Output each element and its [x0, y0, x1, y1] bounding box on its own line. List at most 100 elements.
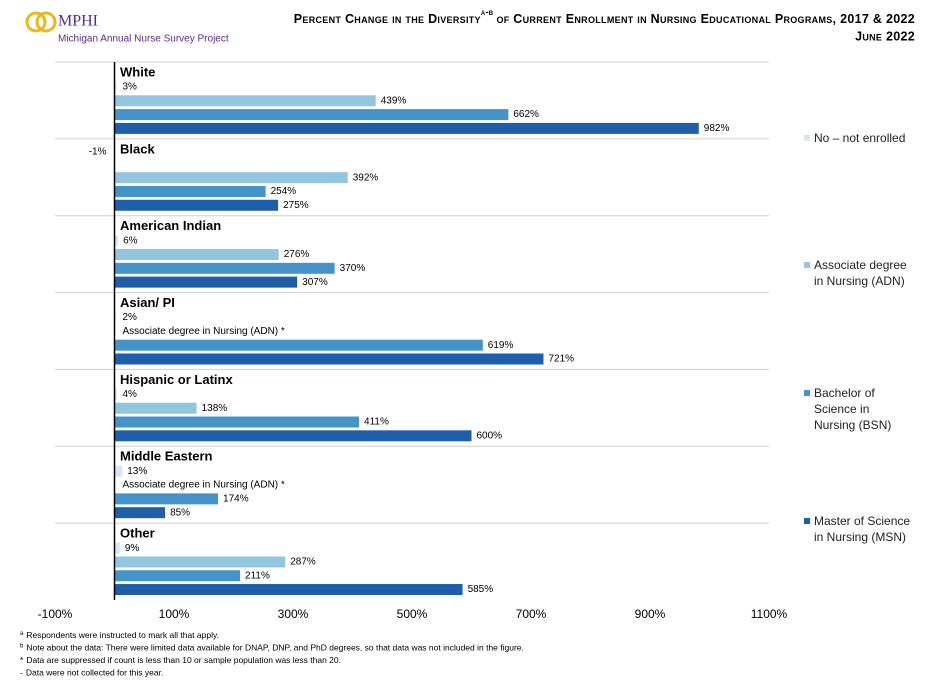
- legend-swatch: [804, 390, 810, 396]
- category-label: American Indian: [120, 218, 221, 233]
- suppressed-label: Associate degree in Nursing (ADN) *: [123, 480, 285, 491]
- bar: [114, 109, 509, 121]
- logo-name: MPHI: [58, 13, 98, 30]
- value-label: 662%: [513, 109, 539, 120]
- value-label: 585%: [468, 584, 494, 595]
- bar: [114, 353, 544, 365]
- footnote: a Respondents were instructed to mark all…: [20, 630, 219, 640]
- footnote: b Note about the data: There were limited…: [20, 643, 524, 653]
- x-tick-label: 1100%: [751, 607, 788, 621]
- legend-item: Associate degree in Nursing (ADN): [804, 257, 914, 289]
- value-label: 276%: [284, 249, 310, 260]
- legend-item: No – not enrolled: [804, 130, 914, 146]
- title-superscript: a-b: [481, 7, 494, 17]
- bar: [114, 185, 266, 197]
- value-label: 85%: [170, 507, 190, 518]
- bar: [114, 172, 348, 184]
- logo-mark: [35, 11, 57, 33]
- x-tick-label: 700%: [516, 607, 547, 621]
- value-label: 9%: [125, 543, 140, 554]
- footnote: * Data are suppressed if count is less th…: [20, 655, 341, 665]
- footnote-text: Data were not collected for this year.: [26, 668, 164, 678]
- bar: [114, 276, 298, 288]
- legend-swatch: [804, 262, 810, 268]
- title-text: Percent Change in the Diversity: [294, 12, 481, 26]
- bar: [114, 465, 123, 477]
- value-label: 982%: [704, 123, 730, 134]
- x-tick-label: 300%: [278, 607, 309, 621]
- bar: [114, 584, 463, 596]
- legend-label: Associate degree in Nursing (ADN): [814, 258, 907, 288]
- value-label: 254%: [271, 186, 297, 197]
- category-label: Black: [120, 141, 155, 156]
- bar: [114, 416, 360, 428]
- value-label: 370%: [340, 263, 366, 274]
- category-label: White: [120, 64, 155, 79]
- x-tick-label: 900%: [635, 607, 666, 621]
- value-label: 287%: [290, 557, 316, 568]
- value-label: 2%: [123, 312, 138, 323]
- bar: [114, 262, 335, 274]
- legend-item: Bachelor of Science in Nursing (BSN): [804, 385, 914, 433]
- x-tick-label: 100%: [159, 607, 190, 621]
- footnote-text: Respondents were instructed to mark all …: [26, 630, 219, 640]
- value-label: 411%: [364, 417, 389, 428]
- bar: [114, 542, 120, 554]
- bar: [114, 570, 241, 582]
- value-label: 13%: [127, 466, 147, 477]
- x-tick-label: -100%: [38, 607, 73, 621]
- bar: [114, 249, 279, 261]
- bar: [114, 81, 117, 93]
- value-label: 211%: [245, 570, 270, 581]
- footnote-marker: a: [20, 631, 24, 637]
- logo: MPHI Michigan Annual Nurse Survey Projec…: [25, 11, 229, 45]
- title-continued: of Current Enrollment in Nursing Educati…: [496, 12, 915, 26]
- bar: [114, 507, 166, 519]
- bar: [114, 430, 472, 442]
- footnote-marker: *: [20, 655, 24, 665]
- footnote-marker: -: [20, 668, 23, 678]
- value-label: 307%: [302, 277, 328, 288]
- legend-label: Master of Science in Nursing (MSN): [814, 514, 911, 544]
- value-label: 721%: [548, 354, 574, 365]
- value-label: 138%: [202, 403, 228, 414]
- category-label: Other: [120, 526, 155, 541]
- legend-label: Bachelor of Science in Nursing (BSN): [814, 386, 892, 432]
- value-label: -1%: [89, 146, 107, 157]
- category-label: Hispanic or Latinx: [120, 372, 233, 387]
- value-label: 392%: [353, 172, 379, 183]
- logo-project: Michigan Annual Nurse Survey Project: [58, 34, 229, 45]
- chart-title: Percent Change in the Diversitya-b of Cur…: [294, 7, 915, 26]
- category-label: Asian/ PI: [120, 295, 175, 310]
- category-label: Middle Eastern: [120, 449, 213, 464]
- legend-swatch: [804, 135, 810, 141]
- value-label: 174%: [223, 494, 249, 505]
- bar: [114, 122, 699, 134]
- legend-swatch: [804, 518, 810, 524]
- footnote-text: Note about the data: There were limited …: [26, 643, 524, 653]
- legend-label: No – not enrolled: [814, 131, 906, 145]
- bar: [114, 339, 483, 351]
- bar: [114, 199, 279, 211]
- bar: [114, 235, 119, 247]
- bar: [114, 556, 286, 568]
- bar: [114, 493, 219, 505]
- value-label: 619%: [488, 340, 514, 351]
- bar: [114, 402, 197, 414]
- legend-item: Master of Science in Nursing (MSN): [804, 513, 914, 545]
- footnote-marker: b: [20, 643, 24, 649]
- x-tick-label: 500%: [397, 607, 428, 621]
- bar: [114, 388, 117, 400]
- value-label: 6%: [123, 235, 138, 246]
- value-label: 4%: [123, 389, 138, 400]
- footnote-text: Data are suppressed if count is less tha…: [26, 655, 341, 665]
- value-label: 600%: [477, 430, 503, 441]
- footnote: - Data were not collected for this year.: [20, 668, 163, 678]
- value-label: 439%: [381, 95, 407, 106]
- logo-mark: [25, 11, 47, 33]
- value-label: 3%: [123, 82, 138, 93]
- value-label: 275%: [283, 200, 309, 211]
- suppressed-label: Associate degree in Nursing (ADN) *: [123, 326, 285, 337]
